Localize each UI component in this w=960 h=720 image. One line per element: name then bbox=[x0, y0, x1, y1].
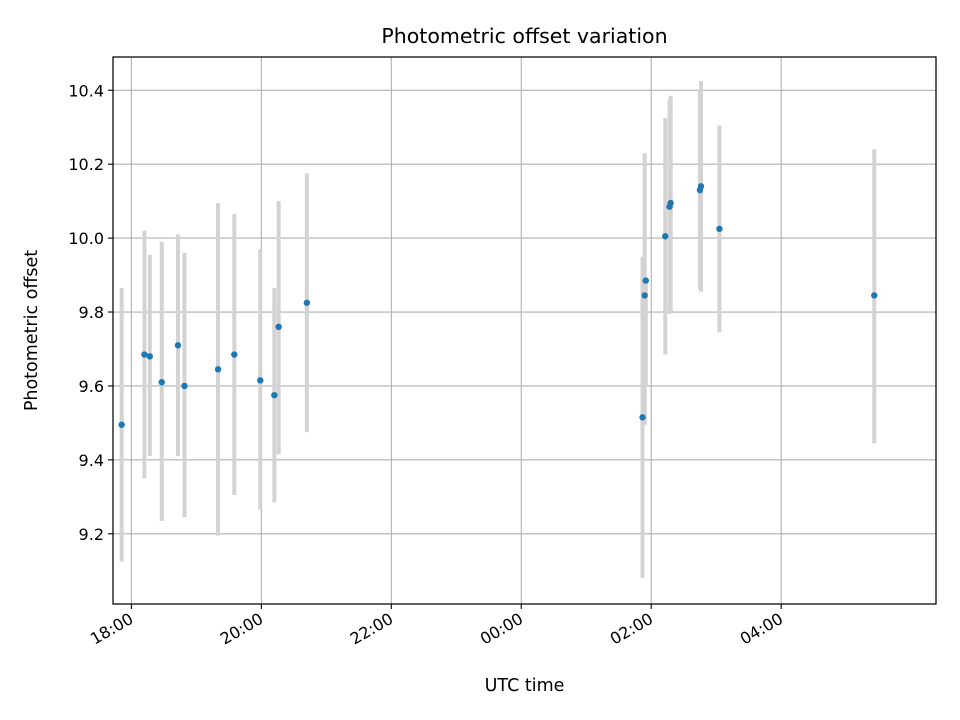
y-tick-label: 10.0 bbox=[68, 229, 104, 248]
data-point bbox=[181, 382, 188, 390]
data-point bbox=[257, 377, 264, 384]
data-point bbox=[118, 421, 125, 428]
data-point bbox=[174, 342, 182, 349]
data-point bbox=[158, 379, 165, 386]
data-point bbox=[716, 225, 723, 233]
y-tick-label: 9.6 bbox=[79, 377, 104, 396]
y-tick-label: 9.2 bbox=[79, 525, 104, 544]
data-point bbox=[271, 391, 278, 399]
data-point bbox=[639, 414, 646, 421]
data-point bbox=[662, 233, 669, 240]
data-point bbox=[641, 292, 648, 299]
data-point bbox=[275, 323, 282, 331]
y-axis-label: Photometric offset bbox=[22, 250, 42, 411]
y-tick-label: 10.4 bbox=[68, 81, 104, 100]
data-point bbox=[141, 351, 148, 358]
grid bbox=[113, 57, 936, 604]
x-axis-label: UTC time bbox=[485, 676, 565, 696]
y-axis-ticks: 9.2 9.4 9.6 9.8 10.0 10.2 10.4 bbox=[68, 81, 113, 544]
data-point bbox=[871, 292, 878, 299]
data-point bbox=[697, 183, 705, 190]
data-point bbox=[214, 366, 222, 373]
data-point bbox=[303, 299, 311, 306]
y-tick-label: 9.8 bbox=[79, 303, 104, 322]
chart-title: Photometric offset variation bbox=[381, 24, 667, 48]
plot-area-frame bbox=[112, 56, 937, 605]
data-point bbox=[642, 277, 649, 284]
data-points bbox=[118, 183, 878, 428]
data-point bbox=[146, 353, 154, 360]
data-point bbox=[231, 351, 238, 358]
y-tick-label: 9.4 bbox=[79, 451, 104, 470]
y-tick-label: 10.2 bbox=[68, 155, 104, 174]
data-point bbox=[667, 199, 674, 207]
